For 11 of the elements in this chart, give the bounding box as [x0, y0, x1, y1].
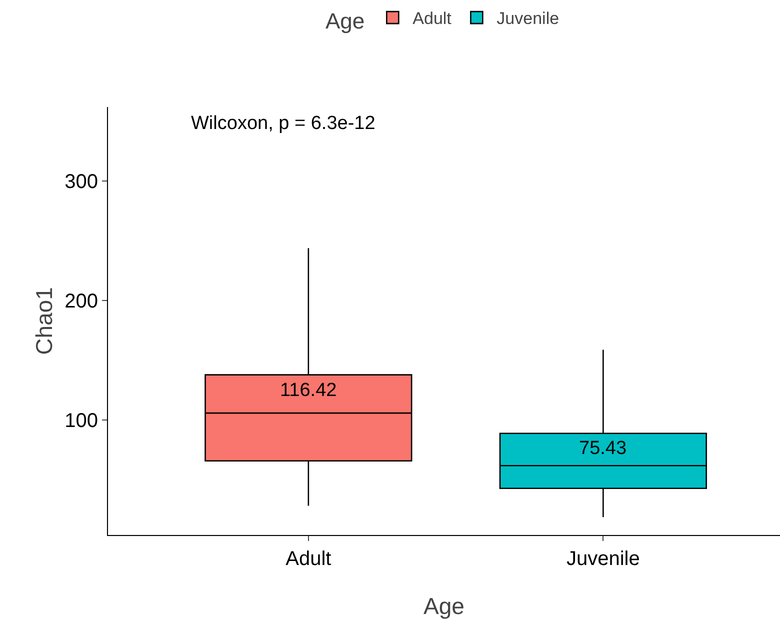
annotation: Wilcoxon, p = 6.3e-12	[191, 113, 376, 134]
x-axis-title: Age	[424, 593, 464, 619]
legend-label: Adult	[412, 9, 452, 28]
legend-label: Juvenile	[496, 9, 560, 28]
annotation: 75.43	[579, 438, 627, 459]
legend-title: Age	[326, 8, 365, 34]
y-tick-label: 100	[64, 410, 98, 432]
annotation: 116.42	[280, 380, 337, 401]
y-tick-label: 200	[64, 290, 98, 313]
y-tick-label: 300	[64, 171, 98, 194]
y-axis-title: Chao1	[31, 287, 57, 355]
